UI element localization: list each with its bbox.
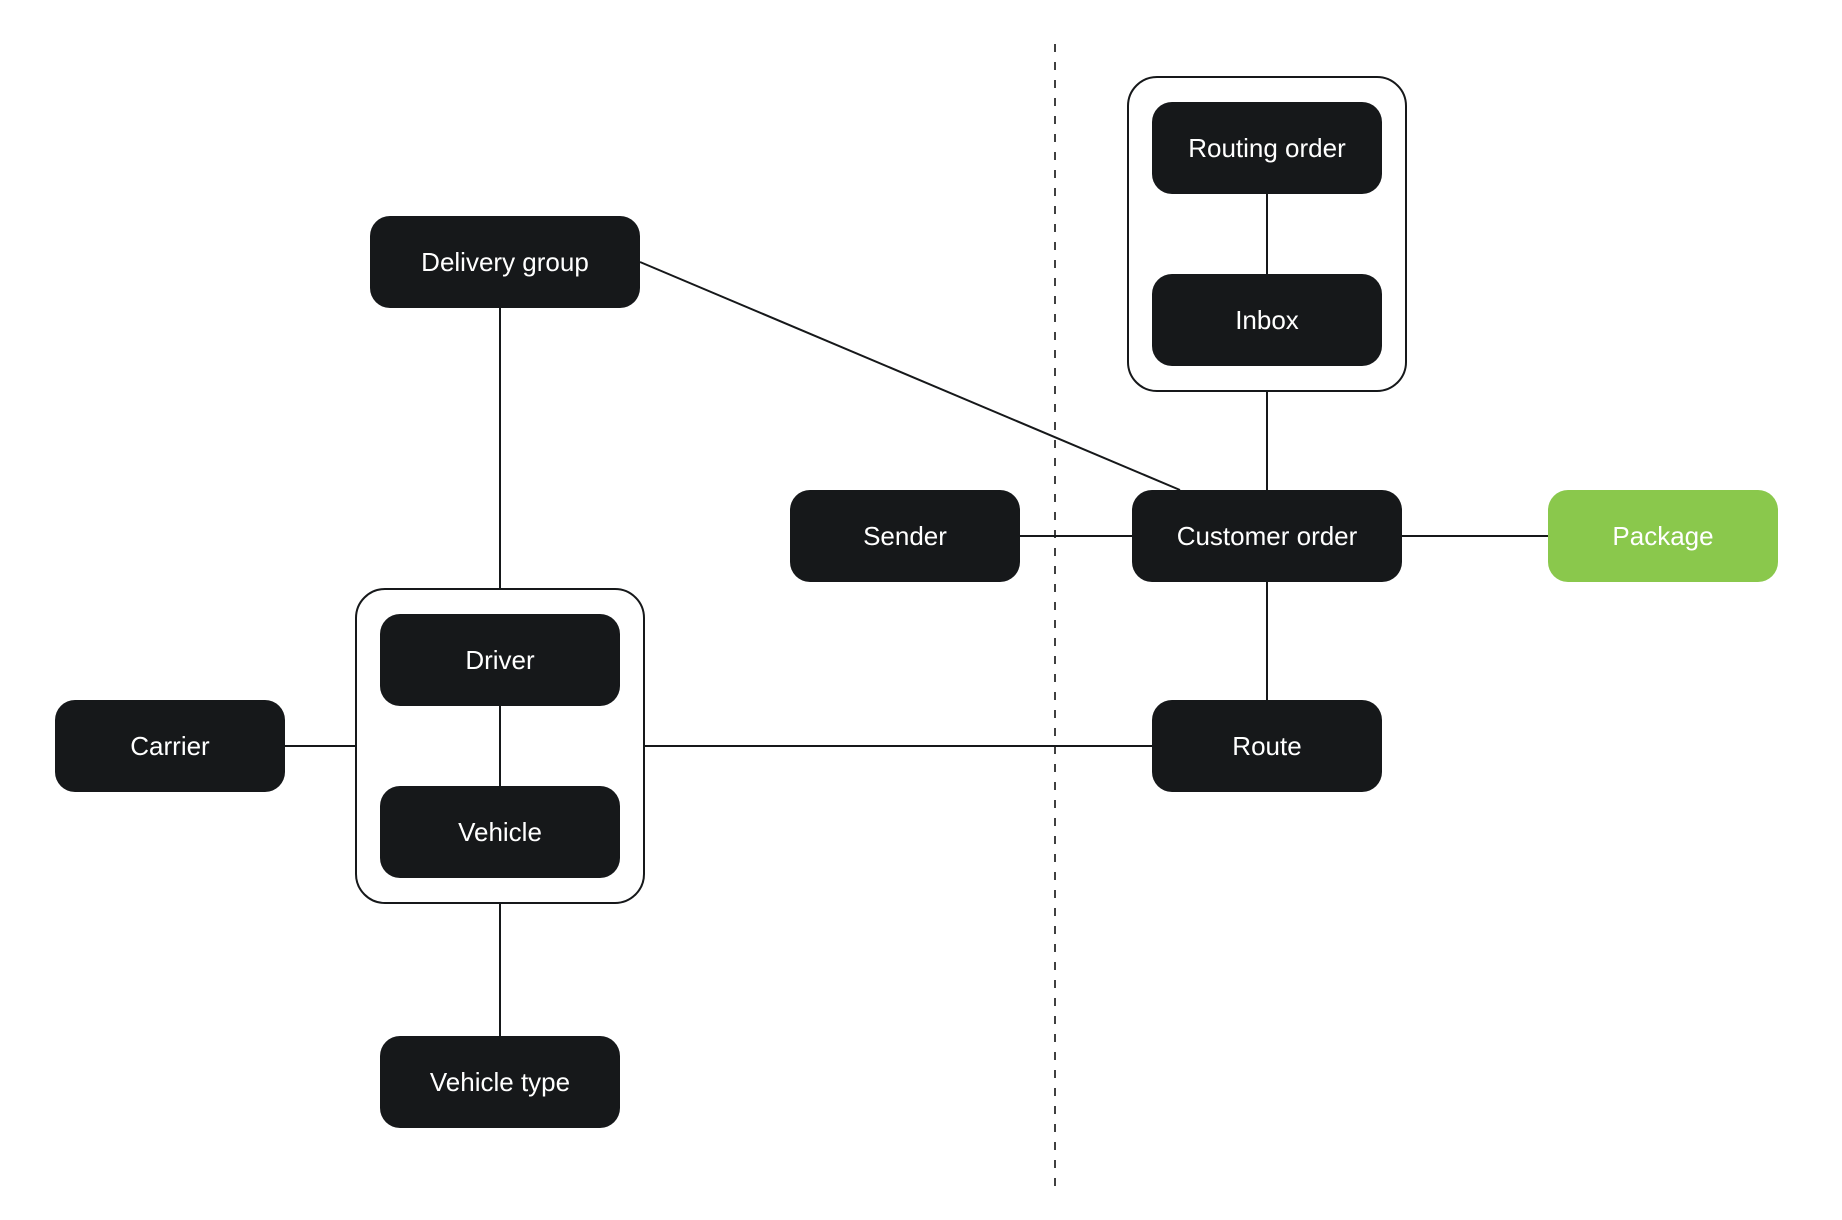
edge-layer xyxy=(0,0,1842,1220)
node-package: Package xyxy=(1548,490,1778,582)
node-label: Package xyxy=(1612,521,1713,552)
node-label: Routing order xyxy=(1188,133,1346,164)
node-label: Sender xyxy=(863,521,947,552)
node-label: Inbox xyxy=(1235,305,1299,336)
node-vehicle-type: Vehicle type xyxy=(380,1036,620,1128)
node-label: Vehicle xyxy=(458,817,542,848)
node-carrier: Carrier xyxy=(55,700,285,792)
edge-deliverygroup-customerorder xyxy=(640,262,1180,490)
node-driver: Driver xyxy=(380,614,620,706)
node-route: Route xyxy=(1152,700,1382,792)
node-routing-order: Routing order xyxy=(1152,102,1382,194)
node-sender: Sender xyxy=(790,490,1020,582)
node-label: Carrier xyxy=(130,731,209,762)
node-label: Driver xyxy=(465,645,534,676)
node-vehicle: Vehicle xyxy=(380,786,620,878)
node-label: Route xyxy=(1232,731,1301,762)
node-label: Vehicle type xyxy=(430,1067,570,1098)
node-customer-order: Customer order xyxy=(1132,490,1402,582)
diagram-canvas: Carrier Delivery group Driver Vehicle Ve… xyxy=(0,0,1842,1220)
node-inbox: Inbox xyxy=(1152,274,1382,366)
node-label: Delivery group xyxy=(421,247,589,278)
node-label: Customer order xyxy=(1177,521,1358,552)
node-delivery-group: Delivery group xyxy=(370,216,640,308)
